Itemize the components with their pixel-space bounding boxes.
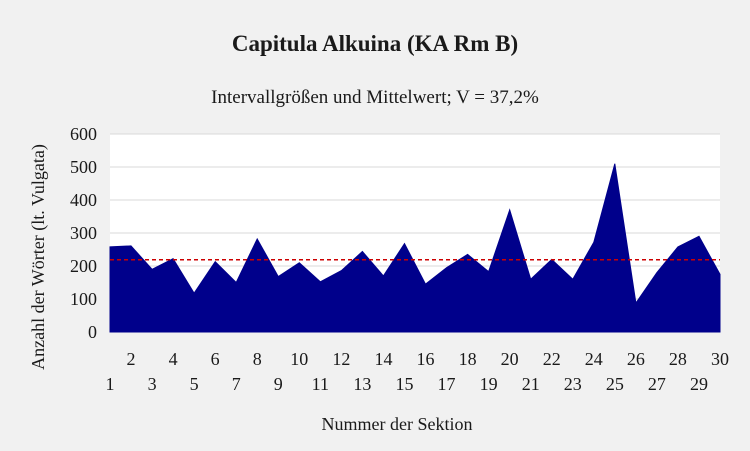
- x-tick-label: 27: [648, 374, 666, 394]
- x-tick-label: 5: [190, 374, 199, 394]
- x-tick-label: 7: [232, 374, 241, 394]
- area-fill: [109, 163, 721, 333]
- x-tick-label: 23: [564, 374, 582, 394]
- area-series: [109, 163, 721, 333]
- x-tick-label: 25: [606, 374, 624, 394]
- x-tick-label: 24: [585, 349, 603, 369]
- x-tick-label: 29: [690, 374, 708, 394]
- chart-title: Capitula Alkuina (KA Rm B): [232, 31, 518, 56]
- x-tick-label: 19: [480, 374, 498, 394]
- x-tick-label: 13: [353, 374, 371, 394]
- x-tick-label: 10: [290, 349, 308, 369]
- y-axis-label: Anzahl der Wörter (lt. Vulgata): [28, 144, 49, 370]
- x-tick-label: 14: [374, 349, 392, 369]
- y-tick-label: 300: [70, 223, 97, 243]
- x-tick-label: 22: [543, 349, 561, 369]
- x-tick-labels: 2 4 6 8 10 12 14 16 18 20 22 24 26 28 301 3 5 7 9 11 13 15 17 1…: [106, 349, 730, 394]
- x-tick-label: 11: [312, 374, 329, 394]
- x-tick-label: 28: [669, 349, 687, 369]
- y-tick-label: 200: [70, 256, 97, 276]
- x-tick-label: 26: [627, 349, 645, 369]
- x-tick-label: 30: [711, 349, 729, 369]
- x-tick-label: 6: [211, 349, 220, 369]
- y-tick-label: 0: [88, 322, 97, 342]
- x-tick-label: 1: [106, 374, 115, 394]
- x-tick-label: 4: [169, 349, 178, 369]
- x-tick-label: 12: [332, 349, 350, 369]
- x-tick-label: 9: [274, 374, 283, 394]
- x-tick-label: 20: [501, 349, 519, 369]
- x-tick-label: 3: [148, 374, 157, 394]
- x-axis-label: Nummer der Sektion: [322, 414, 473, 434]
- x-tick-label: 21: [522, 374, 540, 394]
- y-tick-label: 600: [70, 124, 97, 144]
- y-tick-labels: 0 100 200 300 400 500 600: [70, 124, 97, 342]
- chart-subtitle: Intervallgrößen und Mittelwert; V = 37,2…: [211, 87, 539, 108]
- x-tick-label: 18: [459, 349, 477, 369]
- x-tick-label: 17: [438, 374, 456, 394]
- y-tick-label: 500: [70, 157, 97, 177]
- x-tick-label: 15: [395, 374, 413, 394]
- x-tick-label: 2: [127, 349, 136, 369]
- y-tick-label: 100: [70, 289, 97, 309]
- y-tick-label: 400: [70, 190, 97, 210]
- x-tick-label: 16: [417, 349, 435, 369]
- x-tick-label: 8: [253, 349, 262, 369]
